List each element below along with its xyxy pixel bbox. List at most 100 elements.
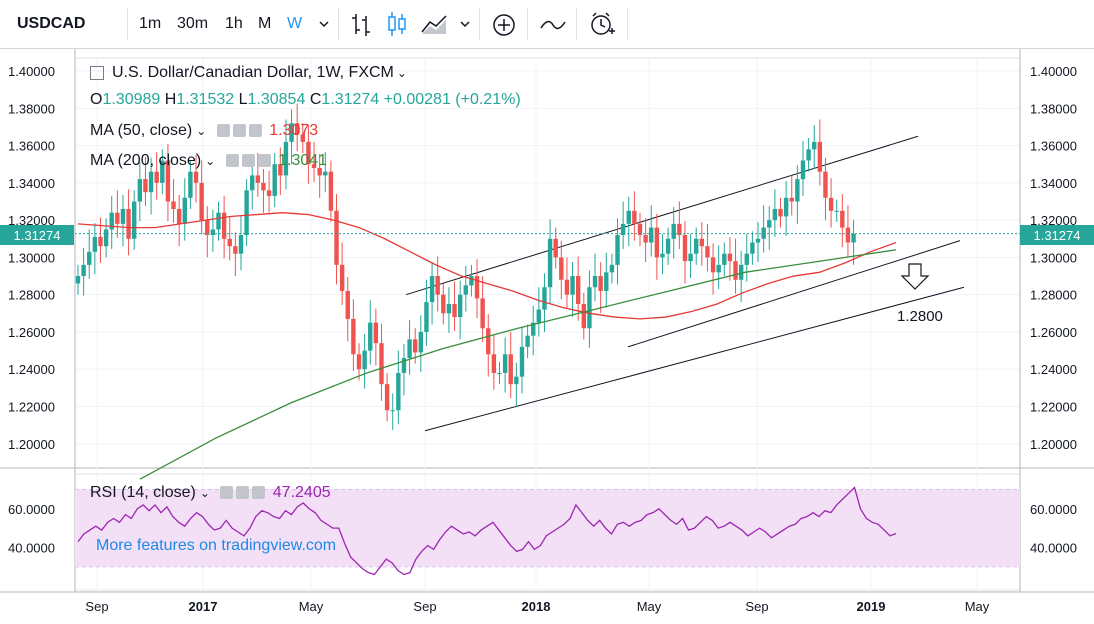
candle-body bbox=[362, 350, 367, 370]
chevron-down-icon[interactable]: ⌄ bbox=[396, 66, 407, 80]
area-chart-icon bbox=[421, 15, 447, 34]
candle-body bbox=[306, 141, 311, 165]
time-tick: May bbox=[965, 599, 990, 614]
candle-body bbox=[688, 253, 693, 262]
ohlc-o-label: O bbox=[90, 91, 103, 108]
candle-body bbox=[368, 322, 373, 351]
legend-ma200: MA (200, close) ⌄ 1.3041 bbox=[90, 152, 327, 170]
time-tick: Sep bbox=[85, 599, 108, 614]
interval-30m[interactable]: 30m bbox=[177, 15, 209, 32]
toolbar-separator bbox=[576, 8, 577, 40]
candle-body bbox=[356, 354, 362, 370]
chart-type-dropdown[interactable] bbox=[458, 0, 472, 48]
candle-body bbox=[334, 210, 339, 265]
trend-line bbox=[405, 135, 919, 296]
candle-body bbox=[716, 264, 721, 273]
candle-body bbox=[480, 298, 485, 329]
candle-body bbox=[620, 223, 626, 236]
candle-body bbox=[559, 257, 564, 280]
last-price-tag-left bbox=[0, 225, 74, 245]
price-tick-left: 1.36000 bbox=[8, 139, 55, 154]
candle-body bbox=[778, 208, 783, 217]
candle-body bbox=[323, 171, 328, 176]
time-tick: 2018 bbox=[522, 599, 551, 614]
candle-body bbox=[486, 328, 491, 355]
area-chart-button[interactable] bbox=[420, 0, 450, 48]
eye-icon[interactable] bbox=[220, 486, 234, 500]
interval-1m[interactable]: 1m bbox=[139, 15, 162, 32]
candle-body bbox=[210, 229, 216, 236]
legend-title: U.S. Dollar/Canadian Dollar, 1W, FXCM bbox=[112, 64, 394, 81]
trend-channels bbox=[405, 135, 965, 432]
candle-body bbox=[384, 384, 390, 411]
candle-body bbox=[767, 220, 772, 228]
collapse-icon[interactable] bbox=[90, 65, 104, 80]
rsi-label: RSI (14, close) bbox=[90, 484, 196, 502]
gear-icon[interactable] bbox=[232, 124, 246, 138]
candle-body bbox=[311, 164, 317, 168]
candle-body bbox=[87, 251, 92, 265]
toolbar-separator bbox=[338, 8, 339, 40]
ohlc-l-label: L bbox=[238, 91, 248, 108]
price-tick-left: 1.22000 bbox=[8, 400, 55, 415]
candle-body bbox=[396, 372, 401, 411]
candle-body bbox=[154, 171, 159, 183]
symbol-search[interactable]: USDCAD bbox=[17, 15, 86, 32]
ma50-line bbox=[77, 212, 897, 320]
interval-1h[interactable]: 1h bbox=[225, 15, 243, 32]
candle-body bbox=[407, 339, 412, 359]
candle-body bbox=[806, 149, 811, 161]
candle-body bbox=[587, 287, 592, 329]
price-annotation: 1.2800 bbox=[897, 308, 943, 325]
chevron-down-icon[interactable]: ⌄ bbox=[199, 486, 210, 501]
gear-icon[interactable] bbox=[241, 154, 255, 168]
compare-button[interactable] bbox=[538, 0, 568, 48]
candle-body bbox=[531, 322, 536, 336]
candle-body bbox=[379, 343, 384, 385]
close-icon[interactable] bbox=[248, 124, 262, 138]
add-indicator-icon bbox=[493, 14, 515, 36]
candle-chart-button[interactable] bbox=[384, 0, 410, 48]
indicator-buttons[interactable] bbox=[225, 152, 274, 170]
candle-body bbox=[744, 253, 749, 265]
eye-icon[interactable] bbox=[216, 124, 230, 138]
close-icon[interactable] bbox=[252, 486, 266, 500]
price-tick-right: 1.34000 bbox=[1030, 176, 1077, 191]
candle-body bbox=[615, 235, 620, 265]
eye-icon[interactable] bbox=[225, 154, 239, 168]
price-tick-left: 1.34000 bbox=[8, 176, 55, 191]
candle-body bbox=[677, 223, 682, 236]
candle-body bbox=[328, 171, 334, 211]
price-tick-right: 1.40000 bbox=[1030, 64, 1077, 79]
candle-body bbox=[733, 261, 738, 280]
add-indicator-button[interactable] bbox=[490, 0, 518, 48]
ohlc-h-label: H bbox=[164, 91, 177, 108]
candle-body bbox=[339, 264, 345, 291]
watermark-link[interactable]: More features on tradingview.com bbox=[96, 537, 337, 554]
interval-dropdown[interactable] bbox=[317, 0, 331, 48]
indicator-buttons[interactable] bbox=[220, 484, 268, 502]
time-tick: 2019 bbox=[857, 599, 886, 614]
candle-body bbox=[592, 276, 598, 288]
indicator-buttons[interactable] bbox=[216, 122, 265, 140]
candle-body bbox=[722, 253, 727, 265]
legend-title-row: U.S. Dollar/Canadian Dollar, 1W, FXCM ⌄ bbox=[90, 64, 407, 82]
alert-button[interactable] bbox=[587, 0, 617, 48]
candle-body bbox=[755, 238, 761, 243]
price-chart[interactable]: 1.40000 1.40000 1.38000 1.38000 1.36000 1.360… bbox=[0, 49, 1094, 624]
ma50-value: 1.3073 bbox=[269, 122, 319, 140]
top-toolbar: USDCAD 1m 30m 1h M W bbox=[0, 0, 1094, 49]
interval-month[interactable]: M bbox=[258, 15, 272, 32]
chevron-down-icon[interactable]: ⌄ bbox=[196, 124, 207, 139]
candle-body bbox=[795, 179, 800, 202]
ohlc-high: 1.31532 bbox=[176, 91, 235, 108]
price-tick-right: 1.36000 bbox=[1030, 139, 1077, 154]
gear-icon[interactable] bbox=[236, 486, 250, 500]
close-icon[interactable] bbox=[257, 154, 271, 168]
chevron-down-icon[interactable]: ⌄ bbox=[205, 154, 216, 169]
interval-week[interactable]: W bbox=[287, 15, 303, 32]
candle-body bbox=[514, 376, 519, 385]
candle-body bbox=[643, 235, 648, 243]
bar-chart-button[interactable] bbox=[348, 0, 374, 48]
candle-body bbox=[660, 253, 665, 258]
